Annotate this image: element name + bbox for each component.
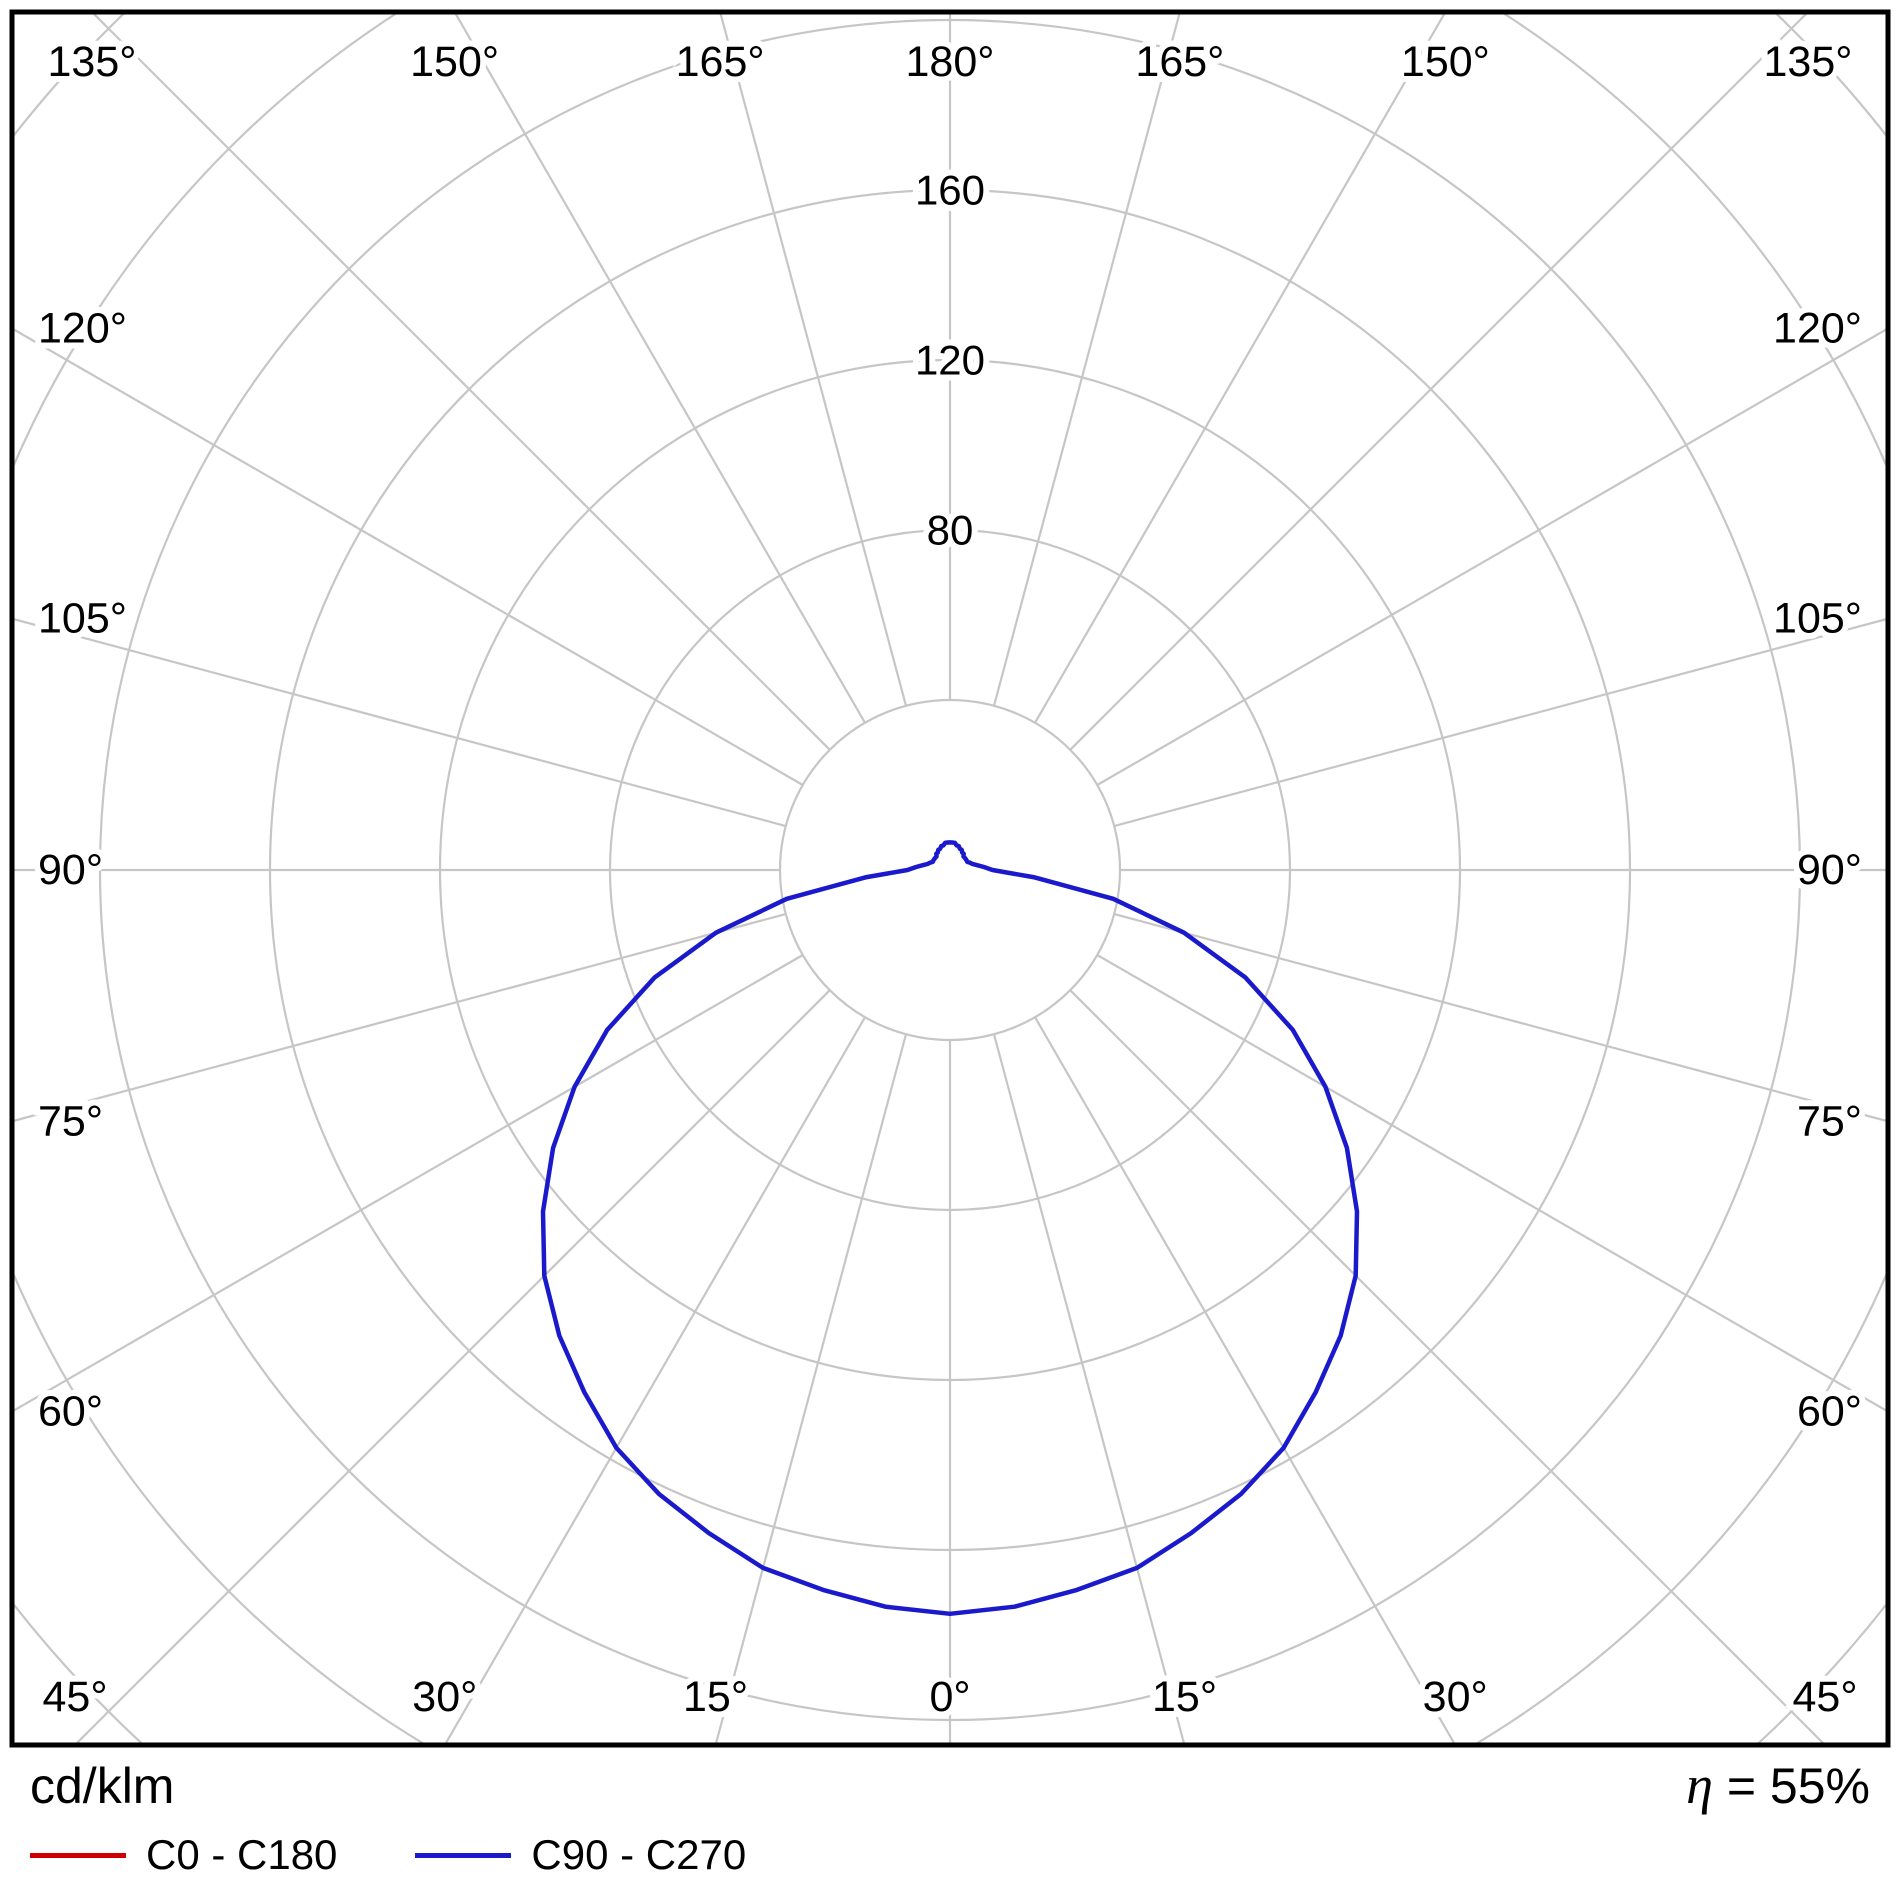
radial-tick-label: 120 — [915, 337, 985, 384]
grid-spoke — [73, 989, 831, 1745]
grid-spoke — [1096, 327, 1888, 786]
grid-spoke — [1069, 12, 1810, 751]
angle-label: 45° — [42, 1673, 107, 1721]
chart-frame — [9, 9, 1891, 1748]
angle-label: 0° — [929, 1673, 970, 1721]
angle-label: 150° — [1401, 38, 1490, 86]
legend-label-c90-c270: C90 - C270 — [531, 1831, 747, 1879]
grid-spoke — [453, 12, 866, 724]
angle-label: 135° — [1764, 38, 1853, 86]
efficiency-value: = 55% — [1712, 1758, 1870, 1814]
grid-spoke — [1096, 954, 1888, 1413]
angle-label: 120° — [38, 304, 127, 352]
grid-spoke — [1034, 12, 1447, 724]
angle-label: 105° — [1773, 595, 1862, 643]
angle-label: 75° — [1797, 1097, 1862, 1145]
grid-spoke — [718, 12, 908, 707]
legend: C0 - C180 C90 - C270 — [14, 1831, 1886, 1879]
grid-spoke — [12, 327, 804, 786]
grid-spoke — [1113, 617, 1888, 828]
grid-spoke — [714, 1033, 908, 1745]
grid-spoke — [992, 1033, 1186, 1745]
units-label: cd/klm — [30, 1758, 175, 1814]
grid-spoke — [1069, 989, 1827, 1745]
angle-label: 30° — [412, 1673, 477, 1721]
angle-label: 135° — [48, 38, 137, 86]
legend-swatch-c90-c270 — [415, 1852, 512, 1858]
chart-footer: cd/klm η = 55% C0 - C180 C90 - C270 — [14, 1755, 1886, 1879]
angle-label: 15° — [683, 1673, 748, 1721]
angle-label: 15° — [1152, 1673, 1217, 1721]
grid-spoke — [443, 1016, 866, 1745]
footer-info-row: cd/klm η = 55% — [14, 1755, 1886, 1815]
angle-label: 90° — [38, 846, 103, 894]
grid-spoke — [1113, 912, 1888, 1123]
radial-tick-label: 160 — [915, 167, 985, 214]
efficiency-label: η = 55% — [1686, 1755, 1870, 1815]
angle-label: 60° — [1797, 1388, 1862, 1436]
angle-label: 60° — [38, 1388, 103, 1436]
grid-spoke — [992, 12, 1182, 707]
grid-spoke — [12, 954, 804, 1413]
eta-symbol: η — [1686, 1755, 1713, 1815]
angle-label: 165° — [1135, 38, 1224, 86]
legend-label-c0-c180: C0 - C180 — [146, 1831, 338, 1879]
grid-spoke — [90, 12, 831, 751]
angle-label: 90° — [1797, 846, 1862, 894]
angle-label: 45° — [1792, 1673, 1857, 1721]
angle-label: 105° — [38, 595, 127, 643]
grid-spoke — [12, 617, 787, 828]
grid-spoke — [1034, 1016, 1457, 1745]
angle-label: 180° — [906, 38, 995, 86]
curve-c90-c270 — [540, 840, 1360, 1617]
angle-label: 150° — [410, 38, 499, 86]
radial-tick-label: 80 — [927, 507, 974, 554]
angle-label: 30° — [1423, 1673, 1488, 1721]
angle-label: 165° — [676, 38, 765, 86]
angle-label: 75° — [38, 1097, 103, 1145]
legend-swatch-c0-c180 — [30, 1852, 126, 1858]
grid-spoke — [12, 912, 787, 1123]
angle-label: 120° — [1773, 304, 1862, 352]
